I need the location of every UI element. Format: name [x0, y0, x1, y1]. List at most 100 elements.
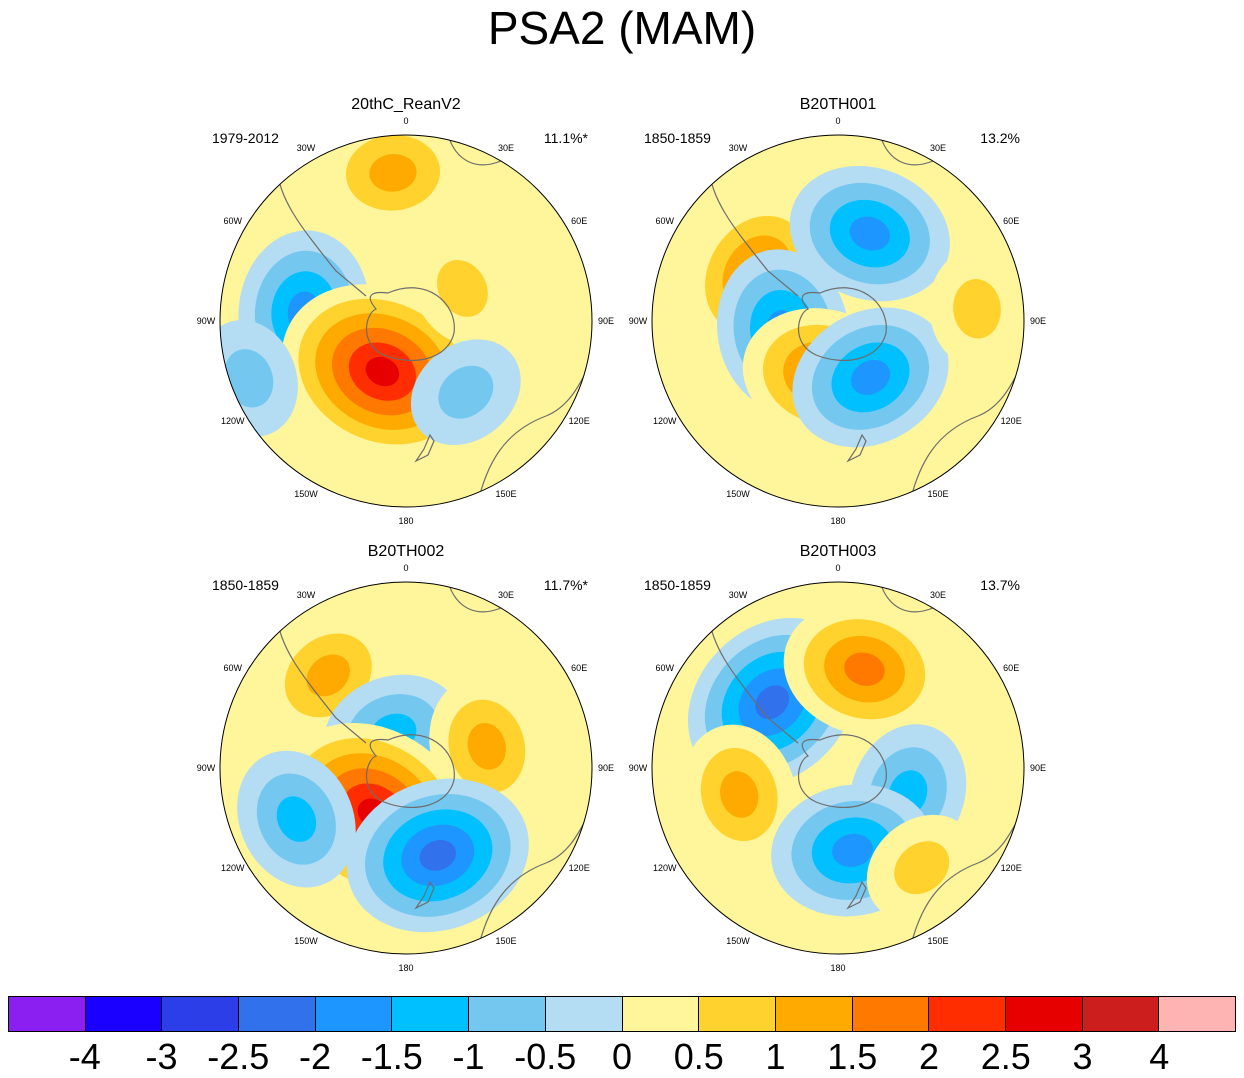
longitude-label: 60W [223, 663, 243, 673]
panel-period: 1850-1859 [644, 577, 711, 593]
longitude-label: 90E [597, 763, 615, 773]
panel-variance: 13.7% [980, 577, 1020, 593]
panel-period: 1850-1859 [644, 130, 711, 146]
longitude-label: 90E [1029, 316, 1047, 326]
colorbar-swatch [1159, 997, 1235, 1031]
longitude-label: 150E [927, 936, 949, 947]
longitude-label: 120E [1000, 863, 1022, 873]
longitude-label: 0 [403, 563, 409, 573]
longitude-label: 180 [830, 963, 846, 973]
panel-title: 20thC_ReanV2 [351, 96, 461, 113]
longitude-label: 60W [655, 216, 675, 226]
longitude-label: 150W [294, 936, 318, 947]
longitude-label: 90E [597, 316, 615, 326]
anomaly-contour-4-3 [850, 359, 891, 395]
anomaly-contour-5-1 [894, 841, 950, 895]
longitude-label: 60W [223, 216, 243, 226]
panel-20thc-reanv2: 20thC_ReanV2 1979-2012 11.1%* 0 30E 60E 90E… [196, 96, 616, 526]
longitude-label: 60W [655, 663, 675, 673]
antarctica-coastline [798, 734, 887, 809]
longitude-label: 30W [728, 589, 748, 600]
longitude-label: 30W [296, 142, 316, 153]
longitude-label: 150W [726, 936, 750, 947]
anomaly-contour-5-1 [953, 279, 1001, 339]
longitude-label: 30W [296, 589, 316, 600]
colorbar-tick-label: -0.5 [514, 1036, 577, 1077]
longitude-label: 120W [653, 416, 677, 426]
colorbar-swatch [392, 997, 470, 1031]
panel-title: B20TH002 [367, 543, 445, 560]
longitude-label: 30E [497, 589, 515, 600]
longitude-label: 120E [1000, 416, 1022, 426]
anomaly-contour-0-4 [755, 685, 790, 720]
anomaly-contour-3-1 [436, 259, 488, 317]
panel-title: B20TH001 [799, 96, 877, 113]
longitude-label: 0 [403, 116, 409, 126]
map-border [219, 581, 593, 955]
colorbar-swatch [315, 997, 393, 1031]
new-zealand-coastline [414, 880, 435, 910]
panel-b20th003: B20TH003 1850-1859 13.7% 0 30E 60E 90E 120E 1… [628, 543, 1048, 973]
longitude-label: 120W [653, 863, 677, 873]
new-zealand-coastline [414, 433, 435, 463]
map-border [219, 134, 593, 508]
anomaly-contour-0-2 [306, 654, 351, 697]
chart-title: PSA2 (MAM) [487, 2, 757, 54]
panel-period: 1850-1859 [212, 577, 279, 593]
australia-coastline [475, 360, 592, 507]
anomaly-contour-2-2 [467, 722, 506, 770]
polar-map [651, 134, 1025, 508]
longitude-label: 180 [398, 516, 414, 526]
longitude-label: 180 [398, 963, 414, 973]
panel-variance: 11.7%* [543, 577, 588, 593]
colorbar-swatch [239, 997, 316, 1031]
colorbar-swatch [85, 997, 163, 1031]
longitude-label: 180 [830, 516, 846, 526]
colorbar [8, 996, 1236, 1032]
antarctica-coastline [366, 287, 455, 362]
longitude-label: 60E [571, 216, 588, 226]
colorbar-swatch [775, 997, 853, 1031]
anomaly-contour-4-1 [438, 365, 494, 419]
anomaly-contour-1-3 [844, 652, 885, 686]
longitude-label: 120W [221, 863, 245, 873]
longitude-label: 30E [929, 142, 947, 153]
colorbar-swatch [852, 997, 930, 1031]
colorbar-tick-label: 2 [918, 1036, 940, 1077]
panel-b20th001: B20TH001 1850-1859 13.2% 0 30E 60E 90E 120E 1… [628, 96, 1048, 526]
colorbar-swatch [1082, 997, 1160, 1031]
colorbar-tick-label: 0.5 [673, 1036, 724, 1077]
anomaly-contour-5-4 [419, 840, 457, 871]
colorbar-tick-label: 3 [1072, 1036, 1093, 1077]
anomaly-contour-1-5 [365, 357, 400, 387]
longitude-label: 150E [495, 936, 517, 947]
longitude-label: 0 [835, 563, 841, 573]
colorbar-swatch [162, 997, 240, 1031]
colorbar-swatch [545, 997, 623, 1031]
anomaly-contour-4-3 [832, 833, 873, 867]
panel-title: B20TH003 [799, 543, 877, 560]
anomaly-contour-4-2 [276, 796, 317, 842]
longitude-label: 90E [1029, 763, 1047, 773]
colorbar-tick-label: 1.5 [827, 1036, 878, 1077]
polar-map [219, 134, 593, 508]
longitude-label: 30W [728, 142, 748, 153]
colorbar-tick-label: -2 [298, 1036, 332, 1077]
longitude-label: 150E [927, 489, 949, 500]
polar-map [219, 581, 593, 955]
longitude-label: 150W [294, 489, 318, 500]
colorbar-swatch [622, 997, 700, 1031]
longitude-label: 30E [929, 589, 947, 600]
map-border [651, 134, 1025, 508]
longitude-label: 90W [196, 316, 216, 326]
longitude-label: 90W [196, 763, 216, 773]
longitude-label: 90W [628, 763, 648, 773]
colorbar-tick-label: 1 [765, 1036, 786, 1077]
longitude-label: 60E [1003, 216, 1020, 226]
panel-variance: 13.2% [980, 130, 1020, 146]
longitude-label: 150W [726, 489, 750, 500]
panel-period: 1979-2012 [212, 130, 279, 146]
colorbar-tick-label: -3 [145, 1036, 178, 1077]
longitude-label: 120W [221, 416, 245, 426]
panel-b20th002: B20TH002 1850-1859 11.7%* 0 30E 60E 90E 120E… [196, 543, 616, 973]
